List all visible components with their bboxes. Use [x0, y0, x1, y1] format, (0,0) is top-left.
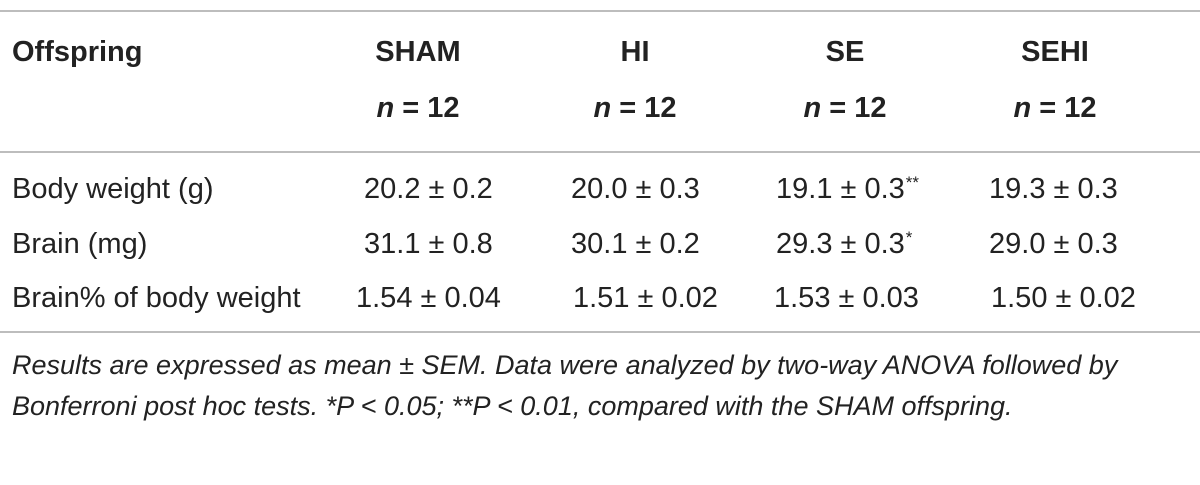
n-count-se: n = 12 [803, 92, 887, 124]
row-label-brain-mg: Brain (mg) [12, 228, 148, 260]
group-header-se: SE [825, 36, 865, 68]
n-count-hi: n = 12 [593, 92, 677, 124]
value-body-weight-se: 19.1 ± 0.3** [776, 173, 920, 205]
value-body-weight-hi: 20.0 ± 0.3 [571, 173, 700, 205]
value-body-weight-sehi: 19.3 ± 0.3 [989, 173, 1118, 205]
value-body-weight-sham: 20.2 ± 0.2 [364, 173, 493, 205]
value-brain-percent-sehi: 1.50 ± 0.02 [991, 282, 1136, 314]
row-label-brain-percent: Brain% of body weight [12, 282, 301, 314]
group-header-sham: SHAM [375, 36, 461, 68]
value-brain-se: 29.3 ± 0.3* [776, 228, 913, 260]
group-header-sehi: SEHI [1021, 36, 1089, 68]
value-brain-percent-sham: 1.54 ± 0.04 [356, 282, 501, 314]
value-brain-percent-se: 1.53 ± 0.03 [774, 282, 919, 314]
group-header-hi: HI [620, 36, 650, 68]
n-count-sehi: n = 12 [1013, 92, 1097, 124]
value-brain-sehi: 29.0 ± 0.3 [989, 228, 1118, 260]
value-brain-percent-hi: 1.51 ± 0.02 [573, 282, 718, 314]
table-footnote: Results are expressed as mean ± SEM. Dat… [12, 350, 1118, 421]
table-top-rule [0, 10, 1200, 12]
row-label-body-weight: Body weight (g) [12, 173, 214, 205]
header-rule [0, 151, 1200, 153]
table-bottom-rule [0, 331, 1200, 333]
value-brain-sham: 31.1 ± 0.8 [364, 228, 493, 260]
n-count-sham: n = 12 [376, 92, 460, 124]
value-brain-hi: 30.1 ± 0.2 [571, 228, 700, 260]
offspring-header: Offspring [12, 36, 143, 68]
